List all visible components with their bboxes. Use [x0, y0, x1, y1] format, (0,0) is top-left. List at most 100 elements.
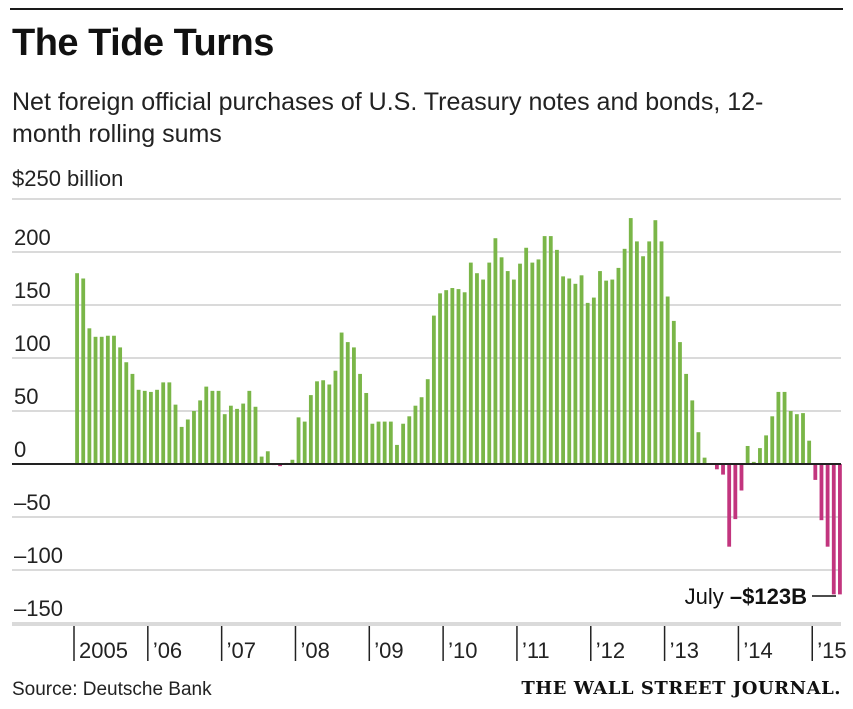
bar [825, 464, 830, 547]
bar [665, 296, 670, 464]
bar [395, 444, 399, 464]
publisher-logo: THE WALL STREET JOURNAL. [521, 678, 841, 699]
y-tick-label: 0 [14, 437, 26, 462]
bar [124, 362, 129, 464]
bar [616, 267, 621, 464]
bar [838, 464, 842, 595]
bar [561, 276, 565, 464]
bar [112, 335, 116, 464]
bar [136, 389, 141, 464]
y-tick-labels: 200 150 100 50 0 –50 –100 –150 [14, 225, 63, 621]
bar [315, 381, 319, 464]
bar [776, 391, 781, 464]
bar [228, 405, 233, 464]
bar [481, 279, 486, 464]
bar [801, 413, 805, 464]
bar [635, 241, 639, 464]
x-tick-label: ’11 [522, 638, 550, 663]
bar [382, 421, 387, 464]
bar [518, 263, 522, 464]
bar [733, 464, 738, 520]
bar [591, 297, 596, 464]
x-tick-label: 2005 [79, 638, 128, 663]
bar [641, 256, 645, 464]
x-tick-label: ’10 [448, 638, 477, 663]
bar [727, 464, 732, 547]
bar [714, 464, 719, 470]
x-tick-label: ’08 [300, 638, 329, 663]
x-tick-label: ’15 [817, 638, 846, 663]
bar [788, 411, 793, 464]
bar [130, 373, 135, 464]
bar [567, 278, 572, 464]
bar [622, 248, 627, 464]
bar [831, 464, 836, 595]
bar [579, 275, 584, 464]
bar [192, 411, 196, 464]
bar [573, 283, 578, 464]
bar [598, 271, 602, 464]
bar [278, 464, 282, 467]
bar [253, 406, 258, 464]
bar [684, 373, 689, 464]
bar [696, 432, 701, 464]
bar [235, 408, 239, 464]
bar [321, 380, 326, 464]
bar [296, 417, 301, 464]
bar [290, 459, 295, 464]
bar [204, 386, 209, 464]
bar [542, 236, 547, 464]
bar [721, 464, 725, 475]
bar [99, 336, 104, 464]
annotation-value: –$123B [730, 584, 807, 609]
bar [210, 390, 215, 464]
bar [142, 390, 147, 464]
grid-lines [12, 198, 841, 626]
bar [161, 382, 166, 464]
bar [530, 262, 535, 464]
x-tick-label: ’06 [153, 638, 182, 663]
bar [425, 379, 430, 464]
bar [265, 451, 270, 464]
bar [358, 373, 362, 464]
bar [653, 220, 658, 464]
bar [222, 414, 227, 464]
bar [487, 262, 492, 464]
bar [450, 288, 455, 464]
bar [794, 414, 799, 464]
y-tick-label: –150 [14, 596, 63, 621]
bar [339, 332, 344, 464]
bar [628, 218, 633, 464]
bar [105, 335, 110, 464]
bar [173, 404, 178, 464]
bar [302, 421, 307, 464]
bar [401, 423, 406, 464]
bar [505, 271, 510, 464]
bar [813, 464, 818, 480]
bar [678, 342, 682, 464]
bar [548, 236, 553, 464]
bar [671, 320, 676, 464]
top-rule [10, 8, 843, 10]
y-tick-label: –100 [14, 543, 63, 568]
bar [739, 464, 744, 491]
x-tick-label: ’14 [743, 638, 772, 663]
annotation-label: July –$123B [685, 584, 807, 609]
annotation-prefix: July [685, 584, 730, 609]
bar [475, 273, 479, 464]
bar [118, 347, 123, 464]
bar [758, 448, 762, 464]
bar [751, 461, 756, 464]
bar [419, 397, 424, 464]
bar [431, 315, 436, 464]
source-note: Source: Deutsche Bank [12, 679, 212, 700]
x-tick-label: ’13 [670, 638, 699, 663]
bar [745, 445, 750, 464]
bar [604, 280, 609, 464]
y-tick-label: –50 [14, 490, 51, 515]
bar [555, 249, 559, 464]
bar [345, 342, 350, 464]
bar [468, 262, 473, 464]
bar [352, 347, 356, 464]
bar [462, 292, 467, 464]
